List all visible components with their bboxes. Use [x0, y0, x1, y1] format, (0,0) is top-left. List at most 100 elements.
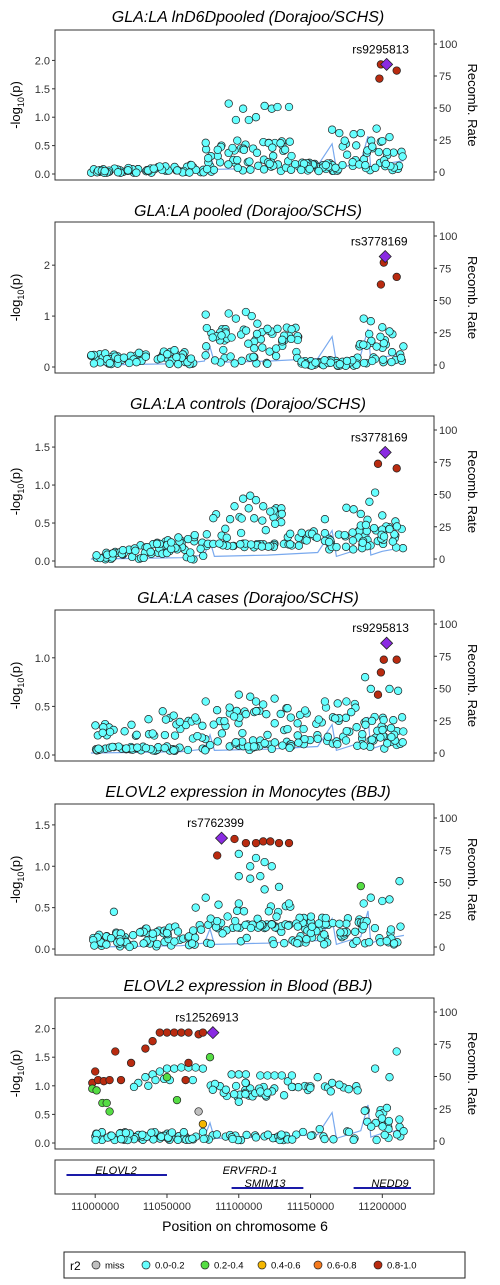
snp-point	[220, 716, 229, 726]
panel-title: GLA:LA cases (Dorajoo/SCHS)	[137, 590, 359, 607]
snp-point	[244, 115, 253, 125]
snp-point	[250, 344, 259, 353]
snp-point	[267, 920, 276, 929]
recomb-tick-label: 0	[439, 360, 445, 372]
snp-point	[230, 1090, 239, 1099]
regional-plot-panel: GLA:LA lnD6Dpooled (Dorajoo/SCHS) 0.0 0.5 1…	[8, 9, 480, 181]
snp-point	[341, 542, 351, 551]
snp-point	[183, 534, 193, 544]
snp-point	[191, 903, 200, 912]
snp-point	[376, 733, 385, 742]
snp-point	[385, 327, 394, 336]
snp-point	[324, 537, 334, 547]
snp-point	[389, 939, 399, 948]
snp-point	[379, 532, 389, 541]
legend-label: miss	[105, 1261, 125, 1272]
snp-point	[300, 734, 309, 744]
snp-point	[121, 1128, 131, 1138]
snp-point	[260, 857, 269, 867]
snp-point	[129, 1082, 139, 1092]
y-axis-label: -log10(p)	[8, 1050, 26, 1098]
snp-point	[392, 1047, 401, 1056]
legend-title: r2	[70, 1259, 81, 1273]
snp-point	[349, 505, 358, 514]
recomb-tick-label: 0	[439, 554, 445, 566]
snp-point	[234, 849, 243, 859]
snp-point	[293, 719, 302, 728]
snp-point	[287, 1082, 297, 1092]
recomb-tick-label: 75	[439, 845, 451, 857]
snp-point	[256, 1087, 265, 1096]
snp-point	[378, 896, 387, 906]
snp-point	[312, 533, 322, 542]
lead-snp-label: rs9295813	[352, 42, 409, 56]
snp-point	[342, 150, 352, 159]
y-axis-label-tail: (p)	[8, 1050, 23, 1066]
lead-snp-marker	[206, 1026, 220, 1040]
snp-point	[188, 1134, 197, 1143]
snp-point	[219, 345, 228, 355]
lead-snp-label: rs12526913	[175, 1011, 239, 1025]
snp-point	[314, 166, 323, 176]
snp-point	[352, 141, 361, 150]
snp-point	[141, 1073, 150, 1082]
lead-snp-marker	[380, 636, 394, 650]
snp-point-ld	[194, 1107, 203, 1116]
snp-point	[218, 929, 227, 938]
snp-point	[215, 539, 224, 548]
y-tick-label: 1.0	[35, 1081, 50, 1093]
snp-point-ld	[102, 1098, 111, 1108]
snp-point	[234, 1097, 243, 1106]
snp-point	[335, 1080, 344, 1089]
snp-point	[132, 168, 141, 177]
snp-point	[378, 323, 387, 332]
snp-point	[366, 684, 375, 694]
snp-point	[252, 707, 261, 716]
snp-point	[188, 1075, 197, 1085]
snp-point	[260, 101, 269, 111]
snp-point	[273, 324, 282, 333]
snp-point	[256, 1071, 265, 1080]
snp-point	[94, 744, 103, 753]
snp-point	[228, 143, 237, 153]
snp-point	[202, 164, 212, 174]
snp-point	[395, 877, 404, 886]
snp-point	[356, 509, 365, 519]
recomb-tick-label: 100	[439, 619, 457, 631]
recomb-tick-label: 0	[439, 1136, 445, 1148]
snp-point	[122, 744, 131, 753]
snp-point	[306, 912, 316, 921]
y-tick-label: 0.5	[35, 701, 50, 713]
snp-point	[135, 928, 145, 937]
y-tick-label: 0.0	[35, 750, 50, 762]
snp-point	[382, 1103, 392, 1113]
snp-point	[209, 720, 218, 729]
plot-frame	[54, 221, 435, 374]
snp-point-ld	[373, 459, 383, 468]
snp-point	[307, 922, 317, 931]
snp-point	[92, 551, 101, 560]
snp-point	[297, 165, 306, 175]
snp-point	[321, 160, 330, 170]
y-tick-label: 1.5	[35, 442, 50, 454]
y-tick-label: 2	[44, 260, 50, 272]
snp-point	[306, 1131, 316, 1140]
legend-label: 0.2-0.4	[214, 1261, 244, 1272]
y-axis-label: -log10(p)	[8, 662, 26, 710]
snp-point-ld	[379, 655, 388, 664]
snp-point	[385, 684, 394, 694]
snp-point	[241, 1070, 251, 1079]
y-tick-label: 0	[44, 362, 50, 374]
y-tick-label: 0.5	[35, 1109, 50, 1121]
snp-point	[213, 145, 222, 154]
snp-point	[246, 862, 255, 871]
snp-point	[231, 314, 241, 323]
snp-point	[340, 136, 349, 145]
snp-point	[387, 357, 396, 367]
snp-point	[119, 353, 129, 362]
snp-point	[385, 524, 394, 534]
gene-label: ERVFRD-1	[223, 1165, 278, 1177]
snp-point	[321, 913, 330, 923]
snp-point	[221, 1085, 231, 1094]
